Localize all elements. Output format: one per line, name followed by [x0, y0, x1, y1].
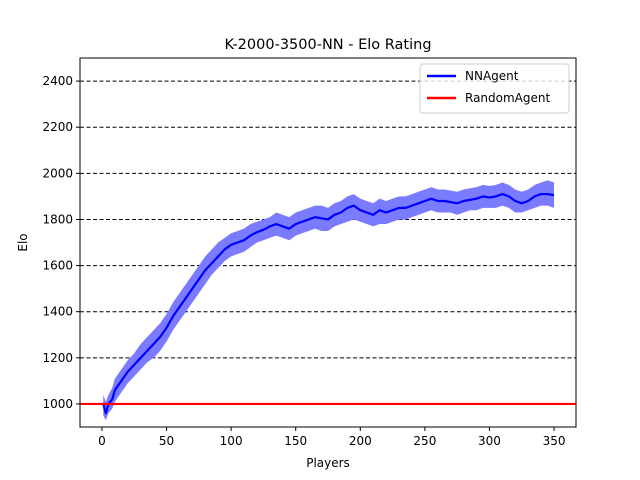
x-tick-label-100: 100: [220, 434, 243, 448]
x-tick-label-250: 250: [413, 434, 436, 448]
x-axis-label: Players: [306, 456, 350, 470]
legend-label-randomagent: RandomAgent: [465, 91, 550, 105]
x-tick-label-350: 350: [543, 434, 566, 448]
y-tick-label-1000: 1000: [42, 397, 73, 411]
y-tick-label-2200: 2200: [42, 120, 73, 134]
y-axis: 1000 1200 1400 1600 1800 2000 2200 2400: [42, 74, 80, 411]
legend-label-nnagent: NNAgent: [465, 69, 519, 83]
x-tick-label-300: 300: [478, 434, 501, 448]
legend: NNAgent RandomAgent: [419, 63, 570, 114]
series-line-nnagent: [102, 192, 555, 415]
series-lines: [80, 192, 576, 415]
chart-title: K-2000-3500-NN - Elo Rating: [224, 37, 431, 53]
x-tick-label-150: 150: [284, 434, 307, 448]
y-tick-label-1800: 1800: [42, 212, 73, 226]
y-tick-label-1200: 1200: [42, 351, 73, 365]
y-axis-label: Elo: [16, 233, 30, 251]
y-tick-label-1400: 1400: [42, 305, 73, 319]
legend-frame: [419, 63, 570, 114]
y-tick-label-2400: 2400: [42, 74, 73, 88]
plot-frame: [79, 57, 577, 428]
y-tick-label-2000: 2000: [42, 166, 73, 180]
confidence-bands: [103, 180, 555, 421]
nnagent-confidence-band: [103, 180, 555, 421]
y-tick-label-1600: 1600: [42, 259, 73, 273]
x-tick-label-200: 200: [349, 434, 372, 448]
x-tick-label-0: 0: [98, 434, 106, 448]
x-axis: 0 50 100 150 200 250 300 350: [98, 427, 565, 448]
x-tick-label-50: 50: [159, 434, 174, 448]
plot-background: [80, 58, 576, 427]
